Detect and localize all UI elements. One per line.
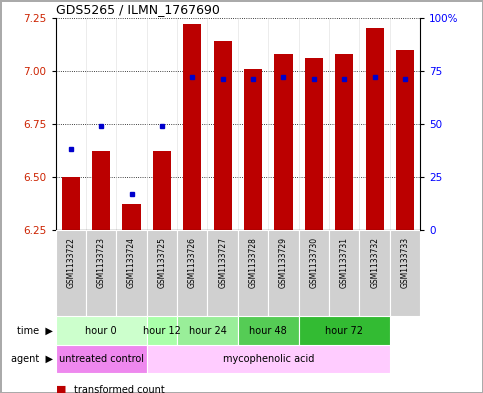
Bar bbox=[62, 177, 80, 230]
FancyBboxPatch shape bbox=[390, 230, 420, 316]
Bar bbox=[335, 54, 354, 230]
Text: GSM1133729: GSM1133729 bbox=[279, 237, 288, 288]
Bar bbox=[153, 151, 171, 230]
FancyBboxPatch shape bbox=[329, 230, 359, 316]
Text: mycophenolic acid: mycophenolic acid bbox=[223, 354, 314, 364]
FancyBboxPatch shape bbox=[238, 230, 268, 316]
Text: GSM1133733: GSM1133733 bbox=[400, 237, 410, 288]
Bar bbox=[122, 204, 141, 230]
FancyBboxPatch shape bbox=[116, 230, 147, 316]
Text: agent  ▶: agent ▶ bbox=[11, 354, 53, 364]
Text: GSM1133726: GSM1133726 bbox=[188, 237, 197, 288]
Text: hour 12: hour 12 bbox=[143, 325, 181, 336]
Text: ■: ■ bbox=[56, 385, 66, 393]
FancyBboxPatch shape bbox=[56, 316, 147, 345]
Bar bbox=[92, 151, 110, 230]
Bar bbox=[305, 58, 323, 230]
FancyBboxPatch shape bbox=[56, 345, 147, 373]
Text: GSM1133732: GSM1133732 bbox=[370, 237, 379, 288]
Bar bbox=[244, 69, 262, 230]
Bar bbox=[366, 28, 384, 230]
Text: hour 0: hour 0 bbox=[85, 325, 117, 336]
Text: GSM1133724: GSM1133724 bbox=[127, 237, 136, 288]
Text: GSM1133727: GSM1133727 bbox=[218, 237, 227, 288]
FancyBboxPatch shape bbox=[86, 230, 116, 316]
FancyBboxPatch shape bbox=[56, 230, 86, 316]
Bar bbox=[396, 50, 414, 230]
FancyBboxPatch shape bbox=[147, 345, 390, 373]
FancyBboxPatch shape bbox=[177, 316, 238, 345]
Text: hour 72: hour 72 bbox=[325, 325, 363, 336]
Text: GSM1133725: GSM1133725 bbox=[157, 237, 167, 288]
FancyBboxPatch shape bbox=[359, 230, 390, 316]
FancyBboxPatch shape bbox=[147, 316, 177, 345]
FancyBboxPatch shape bbox=[177, 230, 208, 316]
FancyBboxPatch shape bbox=[268, 230, 298, 316]
Bar bbox=[183, 24, 201, 230]
Text: transformed count: transformed count bbox=[74, 385, 165, 393]
Text: GSM1133722: GSM1133722 bbox=[66, 237, 75, 288]
Bar bbox=[274, 54, 293, 230]
Text: GDS5265 / ILMN_1767690: GDS5265 / ILMN_1767690 bbox=[56, 4, 219, 17]
Text: untreated control: untreated control bbox=[58, 354, 143, 364]
FancyBboxPatch shape bbox=[238, 316, 298, 345]
FancyBboxPatch shape bbox=[298, 230, 329, 316]
FancyBboxPatch shape bbox=[298, 316, 390, 345]
Text: hour 48: hour 48 bbox=[249, 325, 287, 336]
FancyBboxPatch shape bbox=[147, 230, 177, 316]
Text: GSM1133731: GSM1133731 bbox=[340, 237, 349, 288]
FancyBboxPatch shape bbox=[208, 230, 238, 316]
Bar bbox=[213, 41, 232, 230]
Text: hour 24: hour 24 bbox=[188, 325, 227, 336]
Text: time  ▶: time ▶ bbox=[17, 325, 53, 336]
Text: GSM1133728: GSM1133728 bbox=[249, 237, 257, 288]
Text: GSM1133730: GSM1133730 bbox=[309, 237, 318, 288]
Text: GSM1133723: GSM1133723 bbox=[97, 237, 106, 288]
